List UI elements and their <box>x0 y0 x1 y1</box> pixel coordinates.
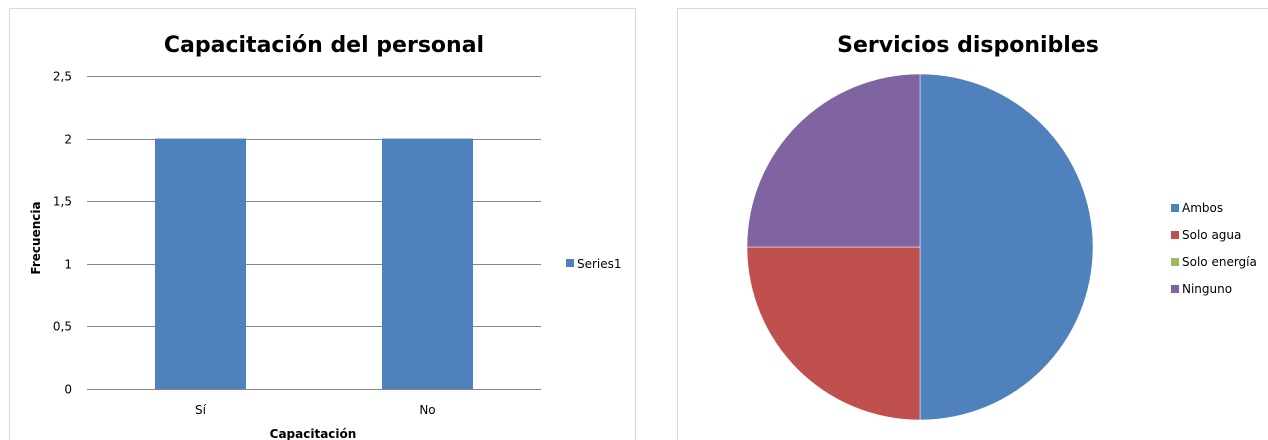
bar-chart: Capacitación del personal 0 0,5 1 1,5 2 2,5 S… <box>29 33 622 440</box>
legend-swatch-ninguno <box>1171 285 1179 293</box>
bar-si <box>155 138 246 389</box>
pie-slice-solo-agua <box>746 246 921 421</box>
legend-swatch-solo-energia <box>1171 258 1179 266</box>
legend-swatch-series1 <box>566 259 574 267</box>
bar-no <box>382 138 473 389</box>
legend-swatch-solo-agua <box>1171 231 1179 239</box>
legend-label-ambos: Ambos <box>1182 201 1223 215</box>
y-tick-label: 1,5 <box>53 195 72 209</box>
y-tick-label: 2,5 <box>53 70 72 84</box>
bar-chart-bars <box>155 138 473 389</box>
y-tick-label: 0 <box>64 383 72 397</box>
x-tick-label: No <box>419 403 435 417</box>
bar-chart-title: Capacitación del personal <box>164 33 484 58</box>
legend-label-series1: Series1 <box>577 257 622 271</box>
pie-chart: Servicios disponibles Ambos Solo agua Solo… <box>746 33 1257 421</box>
pie-slice-ambos <box>919 73 1094 421</box>
legend-swatch-ambos <box>1171 204 1179 212</box>
legend-label-solo-energia: Solo energía <box>1182 255 1257 269</box>
y-tick-label: 1 <box>64 258 72 272</box>
bar-chart-legend: Series1 <box>566 257 622 271</box>
pie-slice-ninguno <box>746 73 921 248</box>
y-tick-label: 2 <box>64 133 72 147</box>
x-tick-label: Sí <box>195 403 207 417</box>
legend-label-ninguno: Ninguno <box>1182 282 1232 296</box>
bar-chart-y-axis-label: Frecuencia <box>29 201 43 274</box>
pie-chart-title: Servicios disponibles <box>837 33 1099 58</box>
pie-chart-slices <box>746 73 1094 421</box>
bar-chart-y-ticks: 0 0,5 1 1,5 2 2,5 <box>53 70 72 397</box>
bar-chart-x-ticks: Sí No <box>195 403 436 417</box>
legend-label-solo-agua: Solo agua <box>1182 228 1241 242</box>
y-tick-label: 0,5 <box>53 320 72 334</box>
pie-chart-legend: Ambos Solo agua Solo energía Ninguno <box>1171 201 1257 296</box>
bar-chart-frame <box>9 8 636 440</box>
bar-chart-x-axis-label: Capacitación <box>270 427 357 440</box>
